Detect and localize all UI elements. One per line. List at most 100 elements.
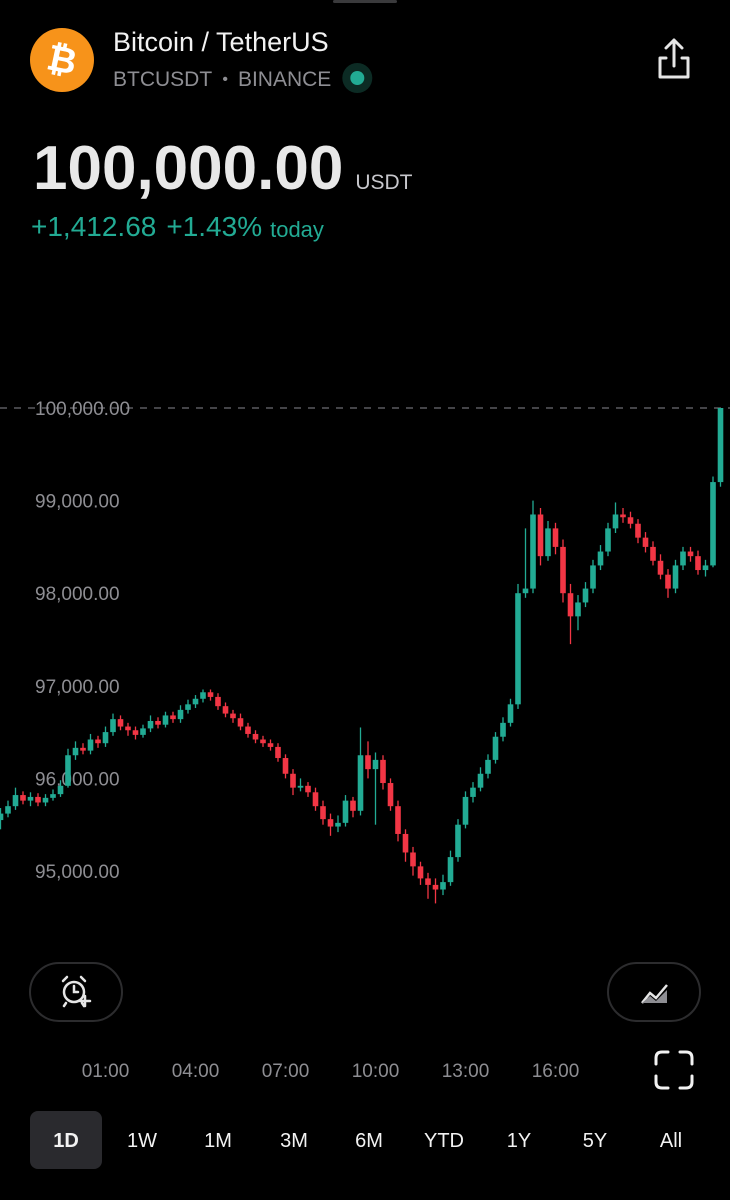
- candle-body: [102, 732, 109, 744]
- y-tick-label: 98,000.00: [35, 584, 120, 605]
- candle-body: [95, 739, 101, 744]
- candle-body: [80, 747, 86, 751]
- x-tick-label: 07:00: [262, 1061, 310, 1082]
- candle-body: [0, 813, 4, 821]
- candle-body: [597, 551, 604, 566]
- candle-body: [552, 528, 559, 547]
- range-tab[interactable]: 3M: [280, 1130, 308, 1152]
- candle-body: [155, 720, 161, 725]
- candle-body: [657, 560, 664, 575]
- candle-body: [695, 556, 701, 571]
- candle-body: [335, 822, 341, 827]
- symbol: BTCUSDT: [113, 68, 212, 91]
- coin-icon: [30, 28, 94, 92]
- x-tick-label: 13:00: [442, 1061, 490, 1082]
- candle-body: [432, 884, 439, 890]
- range-tab[interactable]: 6M: [355, 1130, 383, 1152]
- y-tick-label: 97,000.00: [35, 677, 120, 698]
- candle-body: [87, 739, 94, 751]
- candle-body: [245, 726, 251, 734]
- x-tick-label: 04:00: [172, 1061, 220, 1082]
- candle-body: [417, 866, 424, 879]
- candle-body: [477, 773, 484, 788]
- candle-body: [57, 785, 64, 795]
- candle-body: [125, 726, 131, 731]
- candle-body: [650, 546, 656, 561]
- range-tab[interactable]: All: [660, 1130, 682, 1152]
- indicator-button[interactable]: [607, 962, 701, 1022]
- candle-body: [470, 787, 476, 797]
- candle-body: [612, 514, 619, 529]
- candle-body: [237, 718, 244, 727]
- range-tab[interactable]: YTD: [424, 1130, 464, 1152]
- candle-body: [447, 857, 454, 883]
- title: Bitcoin / TetherUS: [113, 27, 329, 57]
- candle-body: [35, 796, 41, 803]
- y-tick-label: 99,000.00: [35, 492, 120, 513]
- candle-body: [492, 736, 499, 760]
- candlestick-chart: 95,000.00 96,000.00 97,000.00 98,000.00 99,0…: [0, 399, 730, 904]
- candle-body: [230, 713, 236, 719]
- alert-icon: [61, 975, 92, 1008]
- candle-body: [627, 517, 634, 524]
- range-tab[interactable]: 1Y: [507, 1130, 531, 1152]
- candle-body: [192, 698, 199, 705]
- candle-body: [642, 537, 649, 547]
- candle-body: [132, 730, 139, 735]
- candle-body: [680, 551, 686, 566]
- x-tick-label: 01:00: [82, 1061, 130, 1082]
- candle-body: [147, 720, 154, 729]
- x-tick-label: 16:00: [532, 1061, 580, 1082]
- candle-body: [665, 574, 671, 589]
- exchange: BINANCE: [238, 68, 331, 91]
- range-tab[interactable]: 1D: [53, 1130, 79, 1152]
- candle-body: [500, 722, 506, 737]
- candle-body: [320, 806, 326, 820]
- candle-body: [117, 719, 124, 727]
- range-tab[interactable]: 1W: [127, 1130, 157, 1152]
- candle-body: [545, 528, 551, 557]
- x-tick-label: 10:00: [352, 1061, 400, 1082]
- candle-body: [207, 692, 214, 697]
- candle-body: [260, 739, 266, 744]
- candle-body: [717, 408, 724, 483]
- change-percent: +1.43%: [166, 211, 262, 242]
- change: +1,412.68: [31, 211, 156, 242]
- candle-body: [462, 796, 469, 825]
- candle-body: [110, 719, 116, 733]
- candle-body: [27, 796, 34, 801]
- live-indicator: [342, 63, 373, 93]
- candle-body: [65, 755, 71, 786]
- alert-button[interactable]: [29, 962, 123, 1022]
- candle-body: [485, 759, 491, 774]
- candle-body: [357, 755, 364, 811]
- candle-body: [170, 715, 176, 720]
- candle-body: [575, 602, 581, 617]
- candle-body: [327, 819, 334, 827]
- range-tab[interactable]: 5Y: [583, 1130, 607, 1152]
- candle-body: [50, 794, 56, 798]
- candle-body: [297, 785, 304, 788]
- candle-body: [42, 797, 49, 803]
- candle-body: [252, 733, 259, 740]
- candle-body: [530, 514, 536, 589]
- candle-body: [387, 783, 394, 807]
- fullscreen-button[interactable]: [654, 1050, 694, 1090]
- candle-body: [12, 795, 19, 807]
- candle-body: [522, 588, 529, 594]
- candle-body: [410, 852, 416, 867]
- candle-body: [177, 709, 184, 720]
- candle-body: [20, 795, 26, 801]
- share-button[interactable]: [658, 38, 690, 79]
- candle-body: [282, 758, 289, 774]
- candle-body: [702, 565, 709, 571]
- candle-body: [560, 546, 566, 594]
- selected-tab: [30, 1111, 102, 1169]
- range-tabs: 1D 1W 1M 3M 6M YTD 1Y 5Y All: [30, 1111, 682, 1169]
- y-tick-label: 96,000.00: [35, 769, 120, 790]
- indicator-area: [642, 990, 667, 1003]
- currency: USDT: [355, 171, 412, 194]
- range-tab[interactable]: 1M: [204, 1130, 232, 1152]
- clock-face: [62, 980, 86, 1004]
